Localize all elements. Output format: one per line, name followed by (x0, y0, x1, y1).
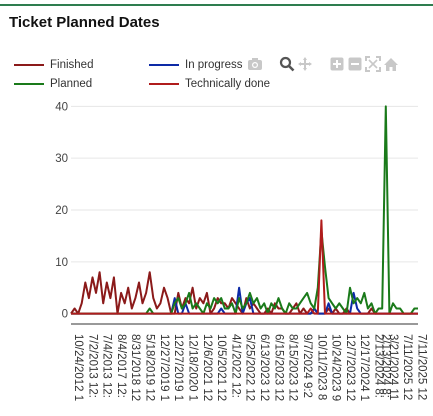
x-tick-label: 9/7/2024 9:2 (301, 334, 313, 398)
x-tick-label: 7/11/2025 12 (415, 334, 427, 400)
legend-label-technically-done: Technically done (185, 78, 271, 90)
x-tick-label: 6/15/2023 12 (272, 334, 284, 401)
camera-icon[interactable] (246, 55, 264, 73)
x-tick-label: 12/27/2019 1 (172, 334, 184, 401)
chart-toolbar (246, 55, 400, 73)
x-tick-label: 8/4/2017 12: (115, 334, 127, 398)
home-icon[interactable] (382, 55, 400, 73)
y-tick-label: 30 (55, 153, 68, 165)
page-title: Ticket Planned Dates (9, 14, 160, 31)
x-tick-label: 2/13/2024 8: (372, 334, 384, 398)
legend-swatch-planned (14, 83, 44, 85)
legend-swatch-in-progress (149, 64, 179, 66)
x-tick-label: 7/2/2013 12: (86, 334, 98, 398)
legend-item-planned[interactable]: Planned (14, 76, 92, 92)
x-tick-label: 5/18/2019 12 (144, 334, 156, 401)
legend-label-finished: Finished (50, 59, 94, 71)
x-tick-label: 12/17/2024 1 (358, 334, 370, 401)
x-tick-label: 12/27/2019 1 (158, 334, 170, 401)
x-tick-label: 5/25/2022 12 (244, 334, 256, 401)
x-tick-label: 10/5/2021 12 (215, 334, 227, 401)
y-tick-label: 20 (55, 205, 68, 217)
header-divider (0, 4, 433, 6)
x-tick-label: 12/18/2020 1 (186, 334, 198, 401)
x-tick-label: 10/24/2012 1 (72, 334, 84, 401)
x-tick-label: 4/1/2022 12: (229, 334, 241, 398)
x-tick-label: 12/7/2023 12 (344, 334, 356, 401)
zoom-icon[interactable] (278, 55, 296, 73)
x-tick-label: 3/21/2024 11 (387, 334, 399, 400)
autoscale-icon[interactable] (364, 55, 382, 73)
zoom-out-icon[interactable] (346, 55, 364, 73)
x-tick-label: 10/11/2023 8 (315, 334, 327, 400)
x-tick-label: 10/24/2023 9 (330, 334, 342, 401)
legend-swatch-technically-done (149, 83, 179, 85)
x-tick-label: 12/6/2021 12 (201, 334, 213, 401)
legend-item-in-progress[interactable]: In progress (149, 57, 243, 73)
x-tick-label: 2/13/2024 8: (380, 334, 392, 398)
x-tick-label: 8/15/2023 12 (287, 334, 299, 401)
legend-label-planned: Planned (50, 78, 93, 90)
legend-swatch-finished (14, 64, 44, 66)
legend-item-finished[interactable]: Finished (14, 57, 93, 73)
series-line-technically-done (71, 219, 418, 315)
y-tick-label: 0 (62, 309, 68, 321)
y-tick-label: 40 (55, 101, 68, 113)
x-tick-label: 7/11/2025 12 (401, 334, 413, 400)
legend-label-in-progress: In progress (185, 59, 243, 71)
x-tick-label: 8/31/2018 12 (129, 334, 141, 401)
pan-icon[interactable] (296, 55, 314, 73)
x-tick-label: 7/4/2013 12: (101, 334, 113, 398)
zoom-in-icon[interactable] (328, 55, 346, 73)
x-tick-label: 6/13/2023 12 (258, 334, 270, 401)
y-tick-label: 10 (55, 257, 68, 269)
legend-item-technically-done[interactable]: Technically done (149, 76, 270, 92)
